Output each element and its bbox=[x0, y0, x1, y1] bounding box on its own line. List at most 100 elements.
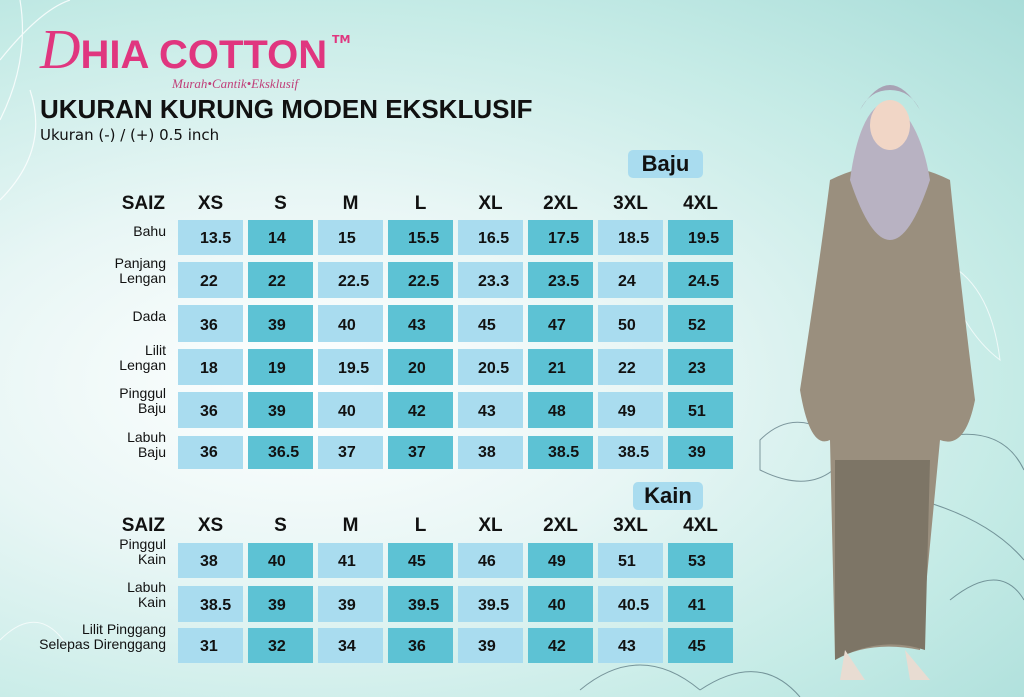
saiz-label: SAIZ bbox=[121, 193, 165, 214]
row-label: Pinggul Kain bbox=[66, 537, 166, 567]
table-cell: 15 bbox=[318, 220, 383, 255]
table-cell: 50 bbox=[598, 305, 663, 342]
row-label-line: Lengan bbox=[119, 357, 166, 373]
table-cell: 40 bbox=[528, 586, 593, 622]
table-cell: 39 bbox=[248, 392, 313, 428]
row-label-line: Lilit bbox=[144, 342, 166, 358]
size-header-2xl: 2XL bbox=[543, 515, 578, 536]
table-cell: 19 bbox=[248, 349, 313, 385]
row-label-line: Kain bbox=[137, 594, 166, 610]
row-label-line: Lengan bbox=[119, 270, 166, 286]
table-cell: 18 bbox=[178, 349, 243, 385]
table-cell: 39.5 bbox=[388, 586, 453, 622]
table-cell: 36 bbox=[178, 392, 243, 428]
model-photo bbox=[800, 85, 975, 680]
row-label: Lilit Pinggang Selepas Direnggang bbox=[0, 622, 166, 652]
table-cell: 42 bbox=[388, 392, 453, 428]
table-cell: 39 bbox=[458, 628, 523, 663]
table-cell: 42 bbox=[528, 628, 593, 663]
table-cell: 13.5 bbox=[178, 220, 243, 255]
table-cell: 14 bbox=[248, 220, 313, 255]
table-cell: 36 bbox=[178, 305, 243, 342]
table-cell: 23.3 bbox=[458, 262, 523, 298]
table-cell: 20 bbox=[388, 349, 453, 385]
table-cell: 22.5 bbox=[388, 262, 453, 298]
size-header-xs: XS bbox=[197, 515, 224, 536]
table-cell: 39 bbox=[668, 436, 733, 469]
table-cell: 23 bbox=[668, 349, 733, 385]
row-label-line: Pinggul bbox=[119, 536, 166, 552]
table-cell: 18.5 bbox=[598, 220, 663, 255]
row-label-line: Labuh bbox=[127, 429, 166, 445]
table-cell: 37 bbox=[318, 436, 383, 469]
row-label-line: Pinggul bbox=[119, 385, 166, 401]
row-label-line: Baju bbox=[137, 444, 166, 460]
table-cell: 38 bbox=[458, 436, 523, 469]
size-header-xl: XL bbox=[478, 515, 503, 536]
table-cell: 51 bbox=[598, 543, 663, 578]
table-cell: 52 bbox=[668, 305, 733, 342]
row-label: Panjang Lengan bbox=[66, 256, 166, 286]
size-header-s: S bbox=[274, 515, 287, 536]
table-cell: 34 bbox=[318, 628, 383, 663]
row-label-line: Labuh bbox=[127, 579, 166, 595]
table-cell: 41 bbox=[318, 543, 383, 578]
table-cell: 43 bbox=[458, 392, 523, 428]
table-cell: 39 bbox=[248, 305, 313, 342]
size-header-l: L bbox=[414, 515, 427, 536]
table-cell: 24.5 bbox=[668, 262, 733, 298]
size-header-l: L bbox=[414, 193, 427, 214]
row-label: Labuh Baju bbox=[66, 430, 166, 460]
table-cell: 36 bbox=[178, 436, 243, 469]
size-header-2xl: 2XL bbox=[543, 193, 578, 214]
table-cell: 36 bbox=[388, 628, 453, 663]
table-cell: 22 bbox=[248, 262, 313, 298]
table-cell: 17.5 bbox=[528, 220, 593, 255]
table-cell: 38.5 bbox=[598, 436, 663, 469]
table-cell: 49 bbox=[598, 392, 663, 428]
table-cell: 23.5 bbox=[528, 262, 593, 298]
row-label: Labuh Kain bbox=[66, 580, 166, 610]
table-cell: 46 bbox=[458, 543, 523, 578]
row-label: Lilit Lengan bbox=[66, 343, 166, 373]
row-label-line: Baju bbox=[137, 400, 166, 416]
row-label-line: Bahu bbox=[133, 223, 166, 239]
table-cell: 40 bbox=[318, 305, 383, 342]
table-cell: 15.5 bbox=[388, 220, 453, 255]
row-label: Pinggul Baju bbox=[66, 386, 166, 416]
table-cell: 45 bbox=[458, 305, 523, 342]
table-cell: 20.5 bbox=[458, 349, 523, 385]
table-cell: 48 bbox=[528, 392, 593, 428]
size-header-xl: XL bbox=[478, 193, 503, 214]
table-cell: 16.5 bbox=[458, 220, 523, 255]
size-header-m: M bbox=[342, 515, 359, 536]
table-cell: 53 bbox=[668, 543, 733, 578]
table-cell: 39 bbox=[248, 586, 313, 622]
table-cell: 45 bbox=[668, 628, 733, 663]
table-cell: 22 bbox=[178, 262, 243, 298]
table-cell: 21 bbox=[528, 349, 593, 385]
table-cell: 38.5 bbox=[528, 436, 593, 469]
row-label-line: Selepas Direnggang bbox=[39, 636, 166, 652]
table-cell: 24 bbox=[598, 262, 663, 298]
brand-logo: DHIA COTTON bbox=[40, 19, 328, 81]
table-cell: 40.5 bbox=[598, 586, 663, 622]
table-cell: 38.5 bbox=[178, 586, 243, 622]
row-label-line: Lilit Pinggang bbox=[81, 621, 166, 637]
brand-tagline: Murah•Cantik•Eksklusif bbox=[172, 76, 299, 91]
table-cell: 19.5 bbox=[318, 349, 383, 385]
size-header-4xl: 4XL bbox=[683, 193, 718, 214]
table-cell: 47 bbox=[528, 305, 593, 342]
row-label-line: Panjang bbox=[114, 255, 166, 271]
row-label-line: Dada bbox=[132, 308, 166, 324]
size-header-3xl: 3XL bbox=[613, 193, 648, 214]
table-cell: 37 bbox=[388, 436, 453, 469]
table-cell: 51 bbox=[668, 392, 733, 428]
table-cell: 22.5 bbox=[318, 262, 383, 298]
table-cell: 32 bbox=[248, 628, 313, 663]
page-title: UKURAN KURUNG MODEN EKSKLUSIF bbox=[40, 94, 533, 124]
size-header-4xl: 4XL bbox=[683, 515, 718, 536]
table-cell: 31 bbox=[178, 628, 243, 663]
row-label: Bahu bbox=[66, 224, 166, 239]
